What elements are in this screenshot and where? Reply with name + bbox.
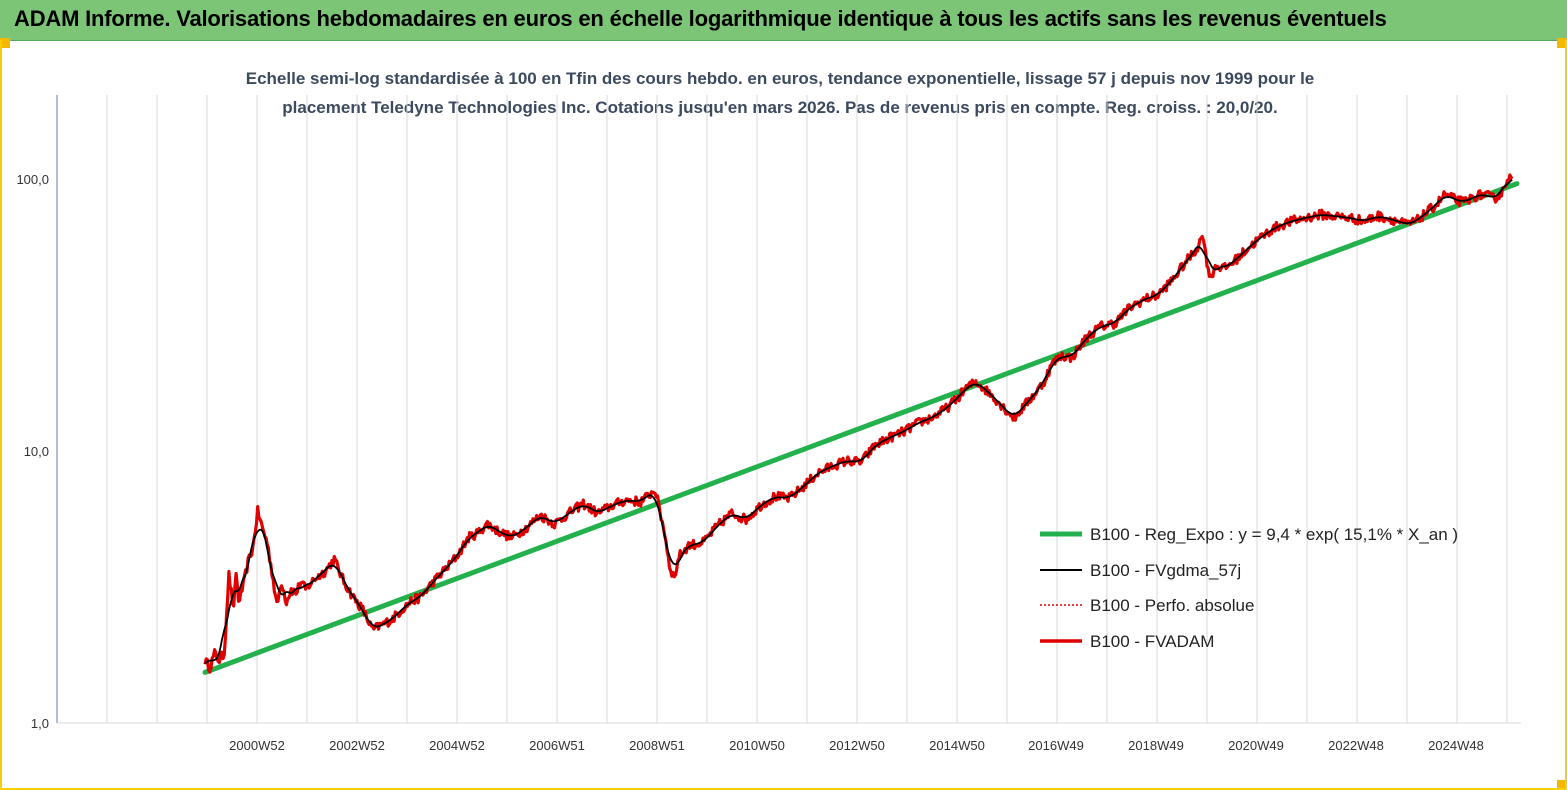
chart-title-line1: Echelle semi-log standardisée à 100 en T…	[245, 69, 1315, 88]
y-tick-labels: 1,0 10,0 100,0	[16, 172, 49, 731]
x-tick-label: 2014W50	[929, 738, 985, 753]
x-tick-label: 2002W52	[329, 738, 385, 753]
legend-fvgdma-label: B100 - FVgdma_57j	[1090, 561, 1241, 580]
axes	[56, 95, 1521, 724]
fvgdma-57j-line	[204, 179, 1513, 665]
frame-left	[0, 40, 2, 790]
frame-bottom	[0, 788, 1567, 790]
header-banner: ADAM Informe. Valorisations hebdomadaire…	[0, 0, 1567, 41]
x-tick-label: 2008W51	[629, 738, 685, 753]
report-title: ADAM Informe. Valorisations hebdomadaire…	[14, 6, 1387, 31]
x-tick-label: 2022W48	[1328, 738, 1384, 753]
y-tick-label: 10,0	[24, 444, 49, 459]
legend-perfo-label: B100 - Perfo. absolue	[1090, 596, 1254, 615]
perfo-absolue-line	[204, 173, 1513, 674]
x-tick-label: 2018W49	[1128, 738, 1184, 753]
x-tick-label: 2006W51	[529, 738, 585, 753]
corner-mark	[1557, 780, 1567, 790]
x-tick-label: 2000W52	[229, 738, 285, 753]
legend-fvadam-label: B100 - FVADAM	[1090, 632, 1214, 651]
corner-mark	[1557, 38, 1567, 48]
x-tick-label: 2012W50	[829, 738, 885, 753]
x-tick-label: 2016W49	[1028, 738, 1084, 753]
legend: B100 - Reg_Expo : y = 9,4 * exp( 15,1% *…	[1040, 525, 1458, 651]
legend-regression-label: B100 - Reg_Expo : y = 9,4 * exp( 15,1% *…	[1090, 525, 1458, 544]
chart-title-line2: placement Teledyne Technologies Inc. Cot…	[282, 98, 1278, 117]
frame-right	[1565, 40, 1567, 790]
plot-area	[202, 173, 1520, 675]
x-tick-labels: 2000W52 2002W52 2004W52 2006W51 2008W51 2010W…	[229, 738, 1484, 753]
x-tick-label: 2004W52	[429, 738, 485, 753]
x-tick-label: 2024W48	[1428, 738, 1484, 753]
corner-mark	[0, 38, 10, 48]
x-tick-label: 2010W50	[729, 738, 785, 753]
regression-line	[202, 181, 1520, 675]
y-tick-label: 100,0	[16, 172, 49, 187]
y-tick-label: 1,0	[31, 716, 49, 731]
x-tick-label: 2020W49	[1228, 738, 1284, 753]
